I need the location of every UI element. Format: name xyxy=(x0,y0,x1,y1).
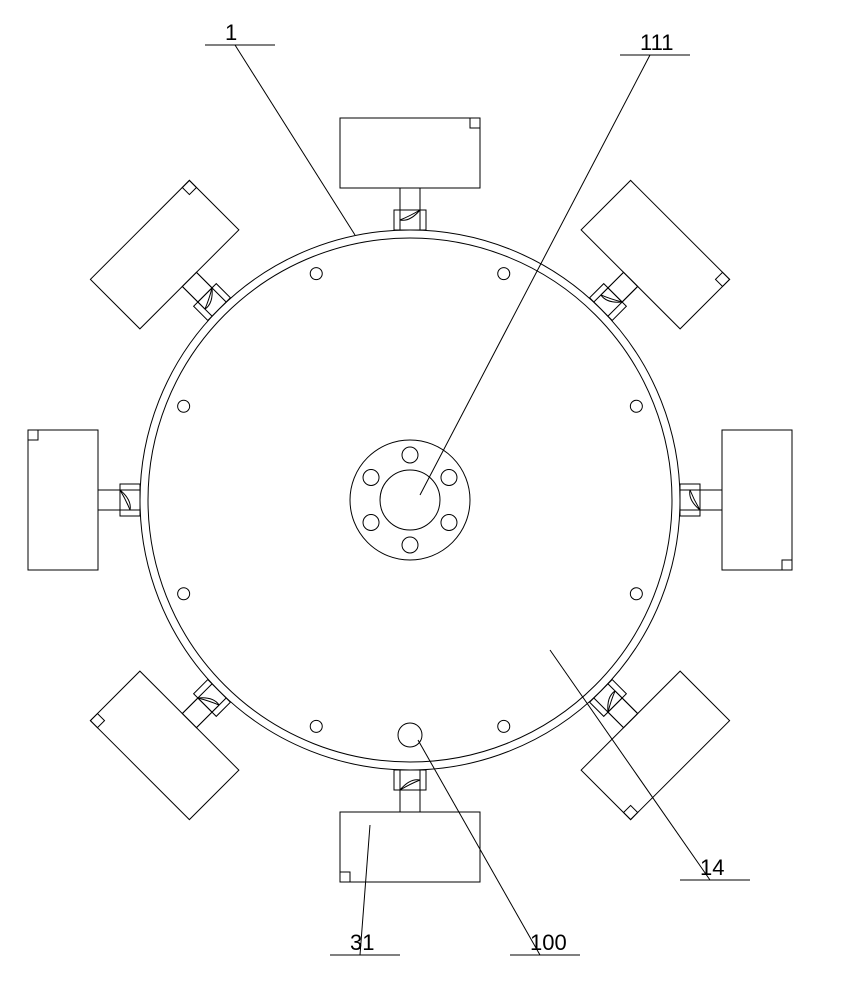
hub-flange xyxy=(350,440,470,560)
callout-leader xyxy=(235,45,355,235)
hub-bolt-hole xyxy=(363,515,379,531)
callout-leader xyxy=(418,740,540,955)
main-disc-inner xyxy=(148,238,672,762)
callout-label: 14 xyxy=(700,855,724,880)
hub-bolt-hole xyxy=(402,537,418,553)
main-disc-outer xyxy=(140,230,680,770)
nozzle-assembly xyxy=(28,430,140,570)
hub-bolt-hole xyxy=(441,515,457,531)
perimeter-hole xyxy=(178,588,190,600)
hub-bolt-hole xyxy=(363,470,379,486)
perimeter-hole xyxy=(630,588,642,600)
perimeter-hole xyxy=(310,268,322,280)
nozzle-assembly xyxy=(680,430,792,570)
nozzle-assembly xyxy=(90,180,268,358)
perimeter-hole xyxy=(630,400,642,412)
perimeter-hole xyxy=(498,720,510,732)
perimeter-hole xyxy=(310,720,322,732)
mechanical-diagram: 11111410031 xyxy=(0,0,850,1000)
hub-bore xyxy=(380,470,440,530)
nozzle-assembly xyxy=(340,770,480,882)
perimeter-hole xyxy=(498,268,510,280)
hub-bolt-hole xyxy=(402,447,418,463)
callout-label: 111 xyxy=(640,30,673,55)
bottom-hole xyxy=(398,723,422,747)
callout-label: 31 xyxy=(350,930,374,955)
nozzle-assembly xyxy=(551,180,729,358)
nozzle-assembly xyxy=(340,118,480,230)
perimeter-hole xyxy=(178,400,190,412)
nozzle-assembly xyxy=(90,641,268,819)
hub-bolt-hole xyxy=(441,470,457,486)
callout-leader xyxy=(420,55,650,495)
callout-label: 1 xyxy=(225,20,237,45)
nozzle-assembly xyxy=(551,641,729,819)
callout-label: 100 xyxy=(530,930,567,955)
callout-leader xyxy=(550,650,710,880)
